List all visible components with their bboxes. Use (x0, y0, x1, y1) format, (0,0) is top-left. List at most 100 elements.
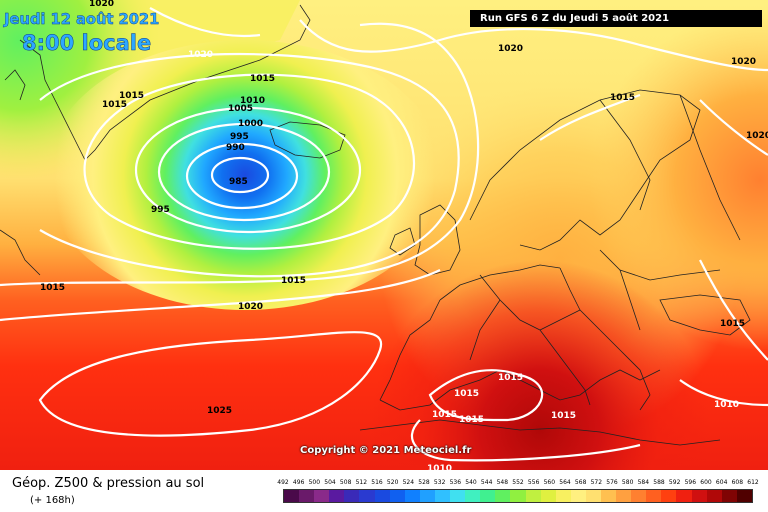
isobar-label: 1015 (459, 415, 484, 425)
isobar-label: 1015 (102, 100, 127, 110)
scale-label: 580 (621, 479, 634, 486)
scale-label: 504 (324, 479, 336, 486)
scale-swatch (525, 490, 541, 502)
scale-swatch (495, 490, 511, 502)
isobar-label: 1025 (207, 406, 232, 416)
isobar-label: 1015 (551, 411, 576, 421)
isobar-label: 1010 (240, 96, 265, 106)
scale-label: 532 (433, 479, 446, 486)
scale-swatch (299, 490, 315, 502)
isobars (0, 7, 768, 462)
scale-label: 540 (465, 479, 477, 486)
scale-swatch (314, 490, 330, 502)
isobar-label: 995 (230, 132, 249, 142)
low-pressure-system (45, 40, 445, 310)
isobar-label: 1000 (238, 119, 263, 129)
scale-swatch (540, 490, 556, 502)
scale-swatch (344, 490, 360, 502)
scale-label: 524 (402, 479, 415, 486)
scale-swatch (510, 490, 526, 502)
scale-label: 496 (292, 479, 305, 486)
isobar-label: 1015 (720, 319, 745, 329)
isobar-label: 1015 (40, 283, 65, 293)
scale-swatch (404, 490, 420, 502)
scale-swatch (706, 490, 722, 502)
color-scale (283, 489, 753, 503)
isobar-labels: 1020 1015 1015 1015 1010 1005 1000 995 9… (40, 0, 768, 470)
scale-swatch (419, 490, 435, 502)
scale-swatch (676, 490, 692, 502)
isobar-label: 995 (151, 205, 170, 215)
isobar-label: 1010 (427, 464, 452, 470)
scale-label: 560 (543, 479, 556, 486)
scale-label: 492 (277, 479, 289, 486)
legend-bar: Géop. Z500 & pression au sol (+ 168h) 49… (0, 470, 768, 512)
scale-label: 572 (590, 479, 603, 486)
scale-swatch (284, 490, 300, 502)
forecast-date: Jeudi 12 août 2021 (4, 10, 160, 28)
scale-swatch (555, 490, 571, 502)
scale-swatch (721, 490, 737, 502)
isobar-label: 1020 (89, 0, 114, 9)
scale-label: 564 (559, 479, 571, 486)
isobar-label: 1020 (731, 57, 756, 67)
scale-swatch (465, 490, 481, 502)
coastlines (0, 4, 751, 446)
isobar-label: 1015 (250, 74, 275, 84)
scale-label: 520 (386, 479, 399, 486)
isobar-label: 1020 (498, 44, 523, 54)
scale-label: 512 (355, 479, 368, 486)
scale-swatch (389, 490, 405, 502)
legend-subtitle: (+ 168h) (30, 495, 75, 506)
isobar-label: 990 (226, 143, 245, 153)
scale-label: 552 (512, 479, 524, 486)
scale-swatch (691, 490, 707, 502)
scale-swatch (661, 490, 677, 502)
scale-swatch (616, 490, 632, 502)
scale-label: 588 (653, 479, 665, 486)
scale-label: 568 (574, 479, 587, 486)
scale-swatch (374, 490, 390, 502)
scale-swatch (585, 490, 601, 502)
scale-label: 604 (715, 479, 728, 486)
scale-swatch (359, 490, 375, 502)
scale-label: 536 (449, 479, 462, 486)
run-info: Run GFS 6 Z du Jeudi 5 août 2021 (470, 10, 762, 27)
scale-swatch (736, 490, 752, 502)
scale-swatch (570, 490, 586, 502)
isobar-label: 1015 (432, 410, 457, 420)
scale-label: 596 (684, 479, 697, 486)
isobar-label: 1015 (454, 389, 479, 399)
isobar-label: 1020 (746, 131, 768, 141)
isobar-label: 1005 (228, 104, 253, 114)
scale-swatch (480, 490, 496, 502)
scale-label: 544 (480, 479, 493, 486)
isobar-label: 1015 (610, 93, 635, 103)
scale-swatch (646, 490, 662, 502)
scale-label: 556 (527, 479, 540, 486)
scale-label: 600 (700, 479, 712, 486)
scale-label: 592 (668, 479, 681, 486)
legend-title: Géop. Z500 & pression au sol (12, 476, 205, 491)
isobar-label: 985 (229, 177, 248, 187)
scale-label: 608 (731, 479, 744, 486)
isobar-label: 1015 (119, 91, 144, 101)
scale-swatch (450, 490, 466, 502)
scale-label: 528 (418, 479, 430, 486)
copyright: Copyright © 2021 Meteociel.fr (300, 445, 472, 456)
isobar-label: 1020 (188, 50, 213, 60)
scale-label: 500 (308, 479, 321, 486)
scale-swatch (329, 490, 345, 502)
scale-swatch (434, 490, 451, 502)
scale-swatch (631, 490, 647, 502)
scale-label: 584 (637, 479, 650, 486)
scale-label: 576 (606, 479, 618, 486)
scale-label: 548 (496, 479, 509, 486)
isobar-label: 1015 (498, 373, 523, 383)
forecast-time: 8:00 locale (22, 31, 152, 55)
weather-map: 1020 1015 1015 1015 1010 1005 1000 995 9… (0, 0, 768, 470)
scale-label: 508 (339, 479, 352, 486)
isobar-label: 1015 (281, 276, 306, 286)
isobar-label: 1010 (714, 400, 739, 410)
isobar-label: 1020 (238, 302, 263, 312)
